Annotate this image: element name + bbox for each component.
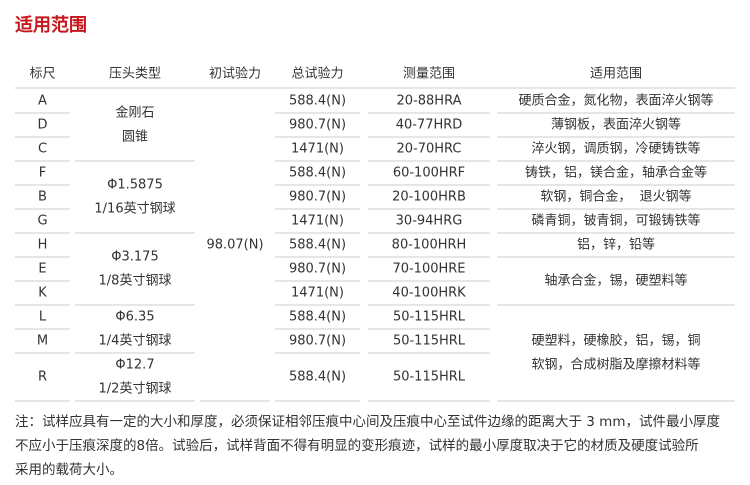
cell-text: Φ3.175 xyxy=(111,250,158,265)
initial-force: 98.07(N) xyxy=(206,238,263,253)
cell-text: 1/4英寸钢球 xyxy=(99,334,172,349)
header-cell: 初试验力 xyxy=(209,66,261,82)
total-force: 588.4(N) xyxy=(289,310,346,325)
cell-text: 薄钢板，表面淬火钢等 xyxy=(551,117,681,133)
scale: R xyxy=(38,370,47,385)
note-line: 注：试样应具有一定的大小和厚度，必须保证相邻压痕中心间及压痕中心至试件边缘的距离… xyxy=(15,413,720,430)
cell-text: Φ1.5875 xyxy=(107,178,163,193)
header-cell: 总试验力 xyxy=(291,66,343,82)
range: 20-88HRA xyxy=(397,94,462,109)
cell-text: 铝，锌，铅等 xyxy=(577,237,655,253)
header-cell: 测量范围 xyxy=(403,67,455,82)
total-force: 980.7(N) xyxy=(289,334,346,349)
total-force: 1471(N) xyxy=(291,142,344,157)
page-title: 适用范围 xyxy=(15,14,87,36)
note-line: 采用的载荷大小。 xyxy=(15,462,123,478)
range: 80-100HRH xyxy=(392,238,467,253)
header-cell: 适用范围 xyxy=(590,67,642,82)
cell-text: 1/16英寸钢球 xyxy=(94,202,175,217)
cell-text: 圆锥 xyxy=(122,130,148,145)
cell-text: 磷青铜，铍青铜，可锻铸铁等 xyxy=(531,213,700,229)
cell-text: 铸铁，铝，镁合金，轴承合金等 xyxy=(525,165,707,181)
cell-text: 软钢，铜合金， 退火钢等 xyxy=(540,189,691,205)
scale: L xyxy=(39,310,47,325)
scale: A xyxy=(38,94,47,109)
range: 40-100HRK xyxy=(392,286,466,301)
cell-text: 1/2英寸钢球 xyxy=(99,382,172,397)
total-force: 588.4(N) xyxy=(289,94,346,109)
range: 70-100HRE xyxy=(392,262,465,277)
total-force: 1471(N) xyxy=(291,214,344,229)
range: 30-94HRG xyxy=(396,214,463,229)
range: 50-115HRL xyxy=(393,370,466,385)
scale: C xyxy=(38,142,47,157)
cell-text: 1/8英寸钢球 xyxy=(99,274,172,289)
cell-text: 硬塑料，硬橡胶，铝，锡，铜 xyxy=(531,333,700,349)
cell-text: 淬火钢，调质钢，冷硬铸铁等 xyxy=(531,141,700,157)
note-line: 不应小于压痕深度的8倍。试验后，试样背面不得有明显的变形痕迹，试样的最小厚度取决… xyxy=(15,437,699,454)
range: 50-115HRL xyxy=(393,334,466,349)
total-force: 588.4(N) xyxy=(289,238,346,253)
scale: D xyxy=(37,118,47,133)
range: 20-70HRC xyxy=(396,142,461,157)
scale: K xyxy=(38,286,47,301)
cell-text: 金刚石 xyxy=(115,105,154,121)
header-cell: 压头类型 xyxy=(109,67,161,82)
total-force: 980.7(N) xyxy=(289,262,346,277)
range: 50-115HRL xyxy=(393,310,466,325)
total-force: 588.4(N) xyxy=(289,370,346,385)
scale: M xyxy=(37,334,48,349)
total-force: 1471(N) xyxy=(291,286,344,301)
total-force: 588.4(N) xyxy=(289,166,346,181)
range: 60-100HRF xyxy=(393,166,465,181)
range: 40-77HRD xyxy=(396,118,463,133)
cell-text: 硬质合金，氮化物，表面淬火钢等 xyxy=(518,93,713,109)
header-cell: 标尺 xyxy=(29,67,55,82)
scale: G xyxy=(37,214,47,229)
cell-text: Φ12.7 xyxy=(115,358,154,373)
total-force: 980.7(N) xyxy=(289,190,346,205)
cell-text: Φ6.35 xyxy=(115,310,154,325)
scale: F xyxy=(39,166,46,181)
scale: B xyxy=(38,190,47,205)
range: 20-100HRB xyxy=(392,190,466,205)
cell-text: 轴承合金，锡，硬塑料等 xyxy=(544,273,687,289)
scale: H xyxy=(38,238,48,253)
cell-text: 软钢，合成树脂及摩擦材料等 xyxy=(531,357,700,373)
scale: E xyxy=(38,262,46,277)
total-force: 980.7(N) xyxy=(289,118,346,133)
